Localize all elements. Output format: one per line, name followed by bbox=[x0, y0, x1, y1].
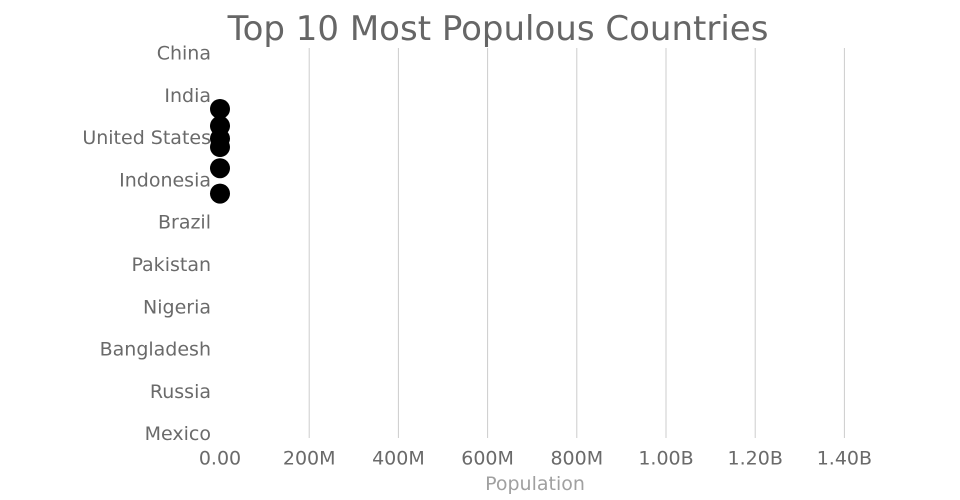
x-axis-title: Population bbox=[485, 473, 585, 495]
x-tick-label-1: 200M bbox=[283, 448, 336, 470]
y-category-label-1: India bbox=[164, 85, 211, 107]
x-tick-label-2: 400M bbox=[372, 448, 425, 470]
y-axis-category-labels: China India United States Indonesia Brazil Pa… bbox=[82, 43, 211, 446]
y-category-label-0: China bbox=[157, 43, 211, 65]
y-category-label-9: Mexico bbox=[145, 423, 211, 445]
data-point-4 bbox=[210, 158, 230, 179]
chart-title: Top 10 Most Populous Countries bbox=[227, 9, 769, 49]
x-tick-label-4: 800M bbox=[550, 448, 603, 470]
x-tick-label-3: 600M bbox=[461, 448, 514, 470]
x-axis-tick-labels: 0.00 200M 400M 600M 800M 1.00B 1.20B 1.40B bbox=[199, 448, 872, 470]
x-tick-label-5: 1.00B bbox=[638, 448, 693, 470]
y-category-label-7: Bangladesh bbox=[100, 339, 211, 361]
y-category-label-2: United States bbox=[82, 127, 211, 149]
y-category-label-5: Pakistan bbox=[131, 254, 211, 276]
x-tick-label-7: 1.40B bbox=[817, 448, 872, 470]
x-tick-label-6: 1.20B bbox=[728, 448, 783, 470]
y-category-label-3: Indonesia bbox=[119, 169, 211, 191]
y-category-label-8: Russia bbox=[150, 381, 211, 403]
y-category-label-4: Brazil bbox=[158, 212, 211, 234]
gridlines bbox=[308, 48, 845, 438]
data-points bbox=[210, 98, 230, 204]
data-point-3 bbox=[210, 137, 230, 158]
data-point-5 bbox=[210, 183, 230, 204]
data-point-0 bbox=[210, 98, 230, 119]
x-tick-label-0: 0.00 bbox=[199, 448, 241, 470]
y-category-label-6: Nigeria bbox=[143, 296, 211, 318]
